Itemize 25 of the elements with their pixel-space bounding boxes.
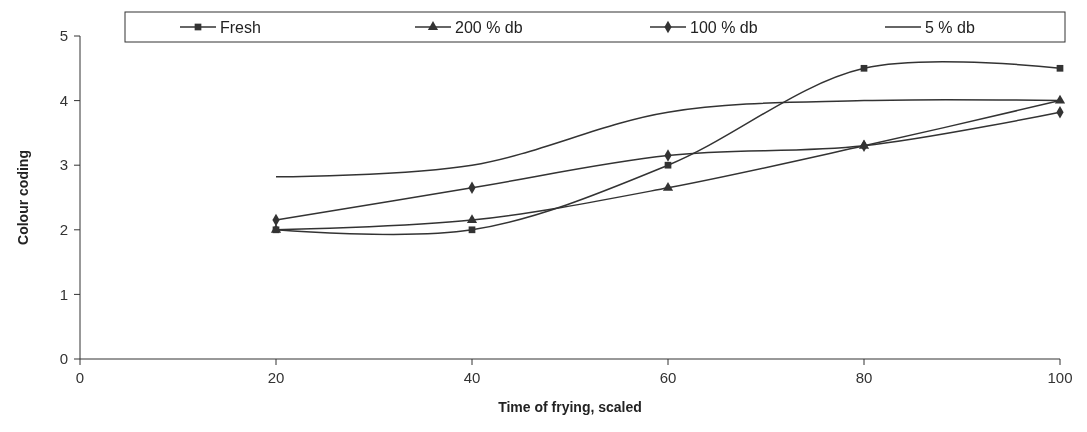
- x-tick-label: 40: [463, 369, 481, 386]
- point: [466, 214, 478, 224]
- y-tick-label: 4: [59, 91, 68, 109]
- x-tick-label: 0: [75, 369, 85, 386]
- y-tick-label: 1: [59, 285, 68, 303]
- y-tick-label: 0: [59, 350, 68, 368]
- x-tick-label: 80: [855, 369, 873, 386]
- y-tick-label: 5: [59, 27, 68, 45]
- point: [664, 161, 672, 169]
- legend-label: 100 % db: [690, 18, 758, 36]
- x-tick-label: 60: [659, 369, 677, 386]
- x-tick-label: 100: [1047, 369, 1073, 386]
- x-axis-title: Time of frying, scaled: [498, 399, 642, 415]
- y-axis-title: Colour coding: [15, 150, 31, 245]
- legend-label: 200 % db: [455, 18, 523, 36]
- y-tick-label: 3: [59, 156, 68, 174]
- legend-label: 5 % db: [925, 18, 975, 36]
- legend-label: Fresh: [220, 18, 261, 36]
- point: [860, 64, 868, 72]
- point: [1056, 64, 1064, 72]
- x-tick-label: 20: [267, 369, 285, 386]
- point: [662, 181, 674, 191]
- point: [468, 226, 476, 234]
- point: [1054, 94, 1066, 104]
- y-tick-label: 2: [59, 221, 68, 239]
